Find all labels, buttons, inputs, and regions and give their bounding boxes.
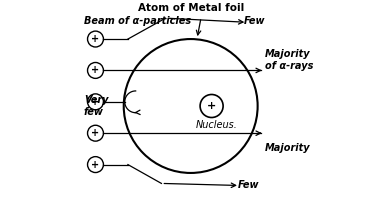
Text: +: + (91, 66, 100, 75)
Text: Beam of α-particles: Beam of α-particles (84, 16, 191, 26)
Text: Few: Few (244, 16, 266, 26)
Text: +: + (91, 128, 100, 138)
Text: Majority: Majority (265, 143, 311, 153)
Text: Majority
of α-rays: Majority of α-rays (265, 49, 313, 71)
Text: Very
few: Very few (84, 95, 109, 117)
Text: +: + (207, 101, 216, 111)
Text: +: + (91, 160, 100, 170)
Text: +: + (91, 34, 100, 44)
Text: Nucleus.: Nucleus. (196, 120, 238, 130)
Text: +: + (91, 97, 100, 107)
Text: Few: Few (238, 180, 259, 190)
Text: Atom of Metal foil: Atom of Metal foil (138, 3, 244, 14)
